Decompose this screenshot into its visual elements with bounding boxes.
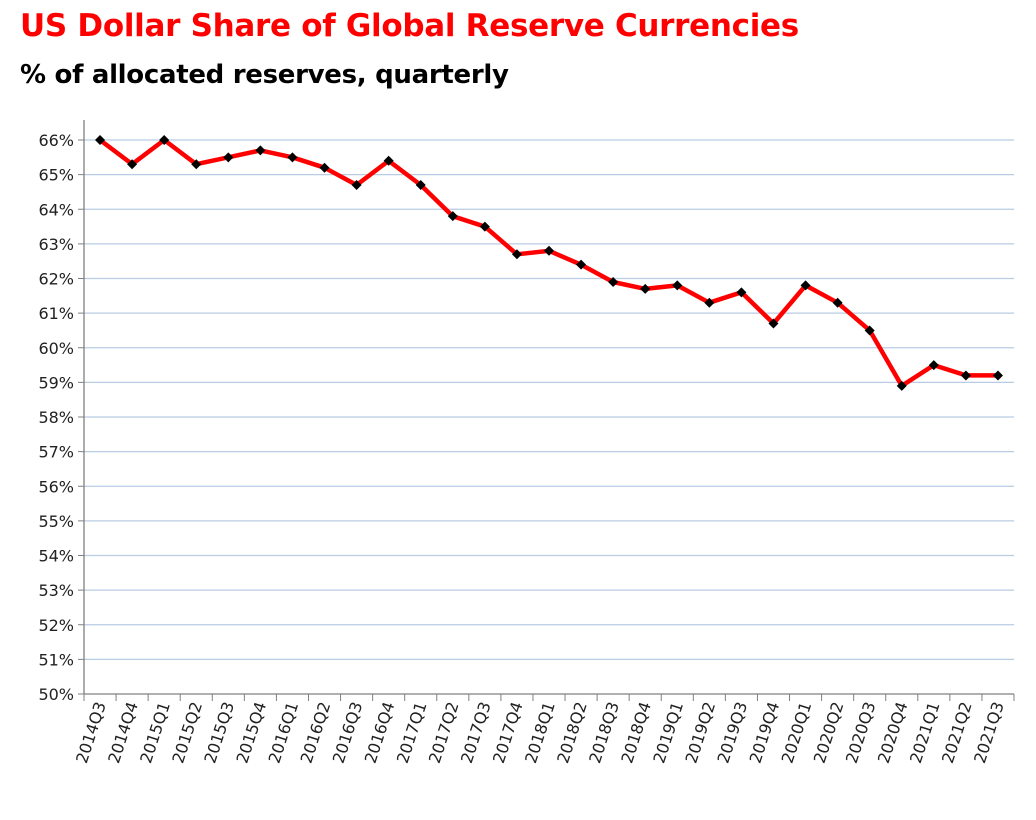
data-point [287,152,298,163]
x-tick-label: 2021Q2 [938,699,976,765]
gridlines [84,139,1014,661]
data-point [768,318,779,329]
data-point [672,280,683,291]
x-tick-label: 2016Q3 [329,699,367,765]
y-tick-label: 64% [38,200,74,219]
data-point [704,297,715,308]
x-tick-label: 2016Q2 [297,699,335,765]
x-tick-label: 2018Q3 [585,699,623,765]
y-tick-label: 56% [38,477,74,496]
y-tick-label: 65% [38,166,74,185]
data-point [159,135,170,145]
data-point [351,180,362,191]
data-point [544,245,554,256]
data-point [960,370,971,381]
data-point [223,152,234,163]
axes [78,120,1015,701]
y-tick-label: 54% [38,547,74,566]
chart-subtitle: % of allocated reserves, quarterly [20,60,509,90]
data-point [95,135,106,145]
x-tick-label: 2019Q1 [649,699,687,765]
x-tick-label: 2017Q1 [393,699,431,765]
x-tick-label: 2015Q4 [232,699,270,765]
x-tick-label: 2016Q4 [361,699,399,765]
x-tick-label: 2014Q3 [72,699,110,765]
y-tick-label: 59% [38,373,74,392]
data-point [576,259,587,270]
data-point [640,283,651,294]
data-point [896,380,907,391]
data-point [383,155,394,166]
x-tick-label: 2017Q4 [489,699,527,765]
data-point [992,370,1003,381]
y-tick-label: 61% [38,304,74,323]
data-point [127,159,138,170]
data-point [832,297,843,308]
data-point [511,249,522,260]
data-point [608,276,619,287]
y-axis-ticks: 50% 51% 52% 53% 54% 55% 56% 57% 58% 59% 60% 61% 62% 6… [38,131,74,704]
x-tick-label: 2014Q4 [104,699,142,765]
y-tick-label: 57% [38,443,74,462]
x-tick-label: 2020Q1 [778,699,816,765]
data-point [447,211,458,222]
x-tick-label: 2020Q3 [842,699,880,765]
x-axis-ticks: 2014Q32014Q42015Q12015Q22015Q32015Q42016… [72,699,1008,765]
data-point [864,325,875,336]
x-tick-label: 2020Q2 [810,699,848,765]
data-point [736,287,747,298]
data-point [415,180,426,191]
y-tick-label: 60% [38,339,74,358]
x-tick-label: 2015Q1 [136,699,174,765]
y-tick-label: 52% [38,616,74,635]
y-tick-label: 58% [38,408,74,427]
y-tick-label: 55% [38,512,74,531]
data-point [255,145,266,156]
data-point [191,159,202,170]
x-tick-label: 2018Q4 [617,699,655,765]
x-tick-label: 2017Q2 [425,699,463,765]
data-point [800,280,811,291]
chart-title: US Dollar Share of Global Reserve Curren… [20,8,799,44]
x-tick-label: 2015Q2 [168,699,206,765]
data-point [319,162,330,173]
series-line [97,137,1001,389]
x-tick-label: 2019Q3 [714,699,752,765]
y-tick-label: 62% [38,270,74,289]
data-point [928,360,939,371]
series-usd-share [95,135,1003,391]
y-tick-label: 66% [38,131,74,150]
y-tick-label: 63% [38,235,74,254]
y-tick-label: 51% [38,650,74,669]
x-tick-label: 2018Q1 [521,699,559,765]
x-tick-label: 2018Q2 [553,699,591,765]
y-tick-label: 50% [38,685,74,704]
x-tick-label: 2019Q2 [681,699,719,765]
y-tick-label: 53% [38,581,74,600]
x-tick-label: 2017Q3 [457,699,495,765]
data-point [479,221,490,232]
x-tick-label: 2016Q1 [265,699,303,765]
x-tick-label: 2020Q4 [874,699,912,765]
x-tick-label: 2021Q1 [906,699,944,765]
x-tick-label: 2019Q4 [746,699,784,765]
x-tick-label: 2021Q3 [970,699,1008,765]
x-tick-label: 2015Q3 [200,699,238,765]
